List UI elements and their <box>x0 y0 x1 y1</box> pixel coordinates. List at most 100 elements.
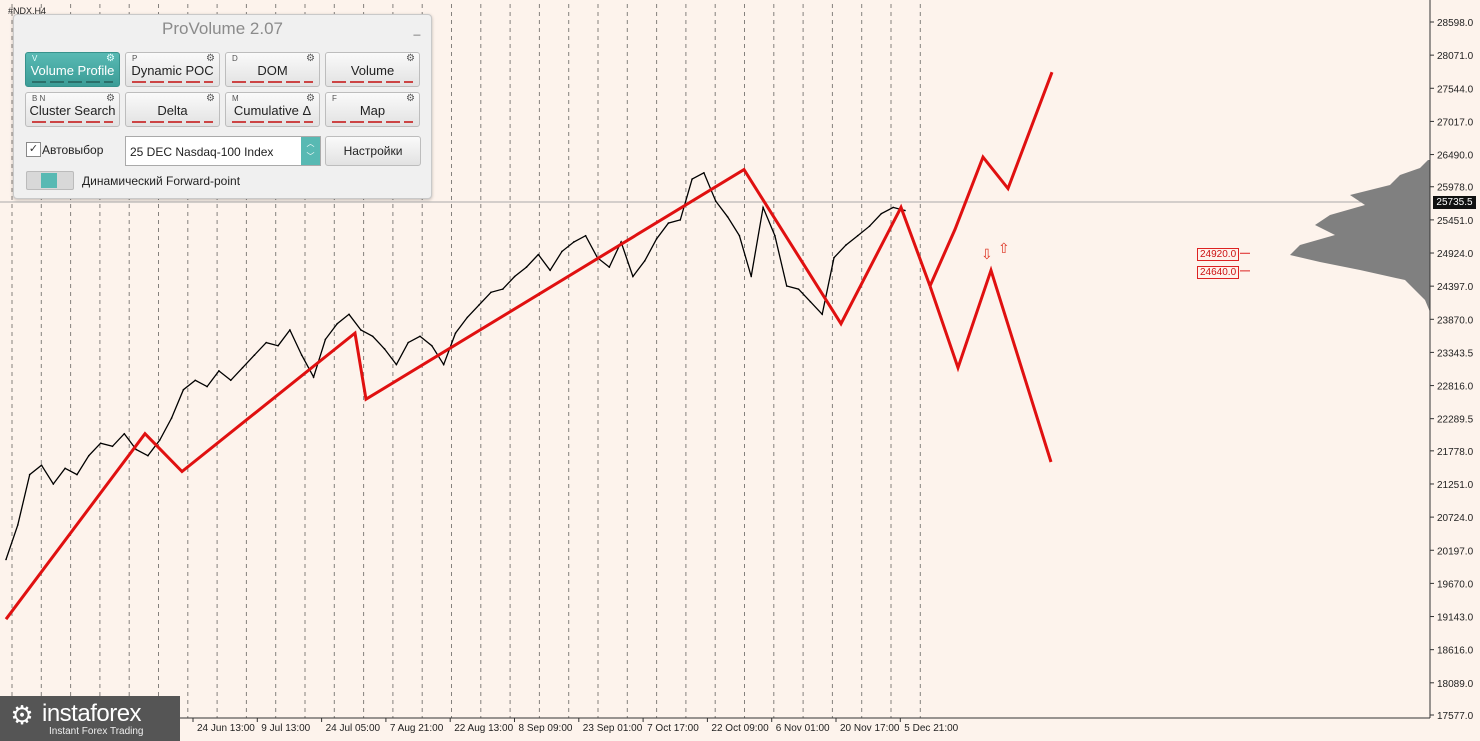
spin-arrows-icon[interactable]: ︿ ﹀ <box>301 137 320 165</box>
price-point <box>158 439 161 441</box>
gear-icon[interactable]: ⚙ <box>106 53 115 64</box>
gear-icon[interactable]: ⚙ <box>406 93 415 104</box>
tool-button-6[interactable]: M ⚙ Cumulative Δ <box>225 92 320 127</box>
gear-icon[interactable]: ⚙ <box>206 53 215 64</box>
price-point <box>52 483 55 485</box>
time-tick-label: 6 Nov 01:00 <box>776 723 830 734</box>
price-point <box>336 322 339 325</box>
price-point <box>88 454 90 457</box>
time-tick-label: 22 Oct 09:00 <box>711 723 769 734</box>
indicator-bar <box>232 121 313 123</box>
price-point <box>431 344 433 347</box>
hotkey-label: V <box>32 54 38 63</box>
price-point <box>762 206 764 209</box>
price-tick-label: 19143.0 <box>1437 613 1474 624</box>
gear-icon[interactable]: ⚙ <box>306 53 315 64</box>
price-point <box>868 225 871 228</box>
price-point <box>797 288 800 290</box>
price-point <box>182 388 185 391</box>
autoselect-checkbox[interactable]: ✓ <box>26 142 41 157</box>
indicator-bar <box>232 81 313 83</box>
price-point <box>442 363 445 366</box>
hotkey-label: B N <box>32 94 46 103</box>
price-point <box>632 275 634 278</box>
price-point <box>525 266 528 268</box>
autoselect-label: Автовыбор <box>42 143 104 157</box>
price-tick-label: 24924.0 <box>1437 249 1474 260</box>
gear-icon[interactable]: ⚙ <box>406 53 415 64</box>
price-point <box>655 238 658 240</box>
price-tick-label: 20724.0 <box>1437 513 1474 524</box>
price-point <box>679 219 682 221</box>
indicator-bar <box>132 121 213 123</box>
price-point <box>513 275 516 278</box>
price-point <box>821 313 823 316</box>
arrow-down-icon: ⇩ <box>981 246 993 262</box>
gear-icon[interactable]: ⚙ <box>206 93 215 104</box>
tool-button-label: Dynamic POC <box>131 63 214 78</box>
tool-button-3[interactable]: ⚙ Volume <box>325 52 420 87</box>
gear-icon[interactable]: ⚙ <box>306 93 315 104</box>
tool-button-label: Volume Profile <box>30 63 115 78</box>
forward-point-toggle[interactable] <box>26 171 74 190</box>
price-tick-label: 22816.0 <box>1437 382 1474 393</box>
tool-button-label: Volume <box>350 63 395 78</box>
price-tick-label: 23870.0 <box>1437 315 1474 326</box>
tool-button-label: Delta <box>157 103 188 118</box>
price-point <box>147 454 149 457</box>
price-point <box>703 171 705 174</box>
price-point <box>383 348 386 350</box>
forward-point-label: Динамический Forward-point <box>82 174 241 188</box>
price-point <box>194 379 197 382</box>
price-point <box>490 291 492 294</box>
tool-button-0[interactable]: V ⚙ Volume Profile <box>25 52 120 87</box>
current-price-badge: 25735.5 <box>1433 196 1476 209</box>
price-point <box>833 256 835 259</box>
price-point <box>324 338 327 341</box>
hotkey-label: P <box>132 54 138 63</box>
gear-icon[interactable]: ⚙ <box>106 93 115 104</box>
tool-button-5[interactable]: ⚙ Delta <box>125 92 220 127</box>
price-tick-label: 26490.0 <box>1437 151 1474 162</box>
price-point <box>265 341 268 344</box>
price-point <box>892 206 894 209</box>
minimize-button[interactable]: _ <box>413 22 421 36</box>
time-tick-label: 8 Sep 09:00 <box>519 723 573 734</box>
price-point <box>454 332 457 334</box>
price-point <box>289 329 291 331</box>
price-point <box>407 341 409 344</box>
price-point <box>371 335 374 338</box>
price-point <box>28 473 31 476</box>
price-point <box>726 216 729 218</box>
price-tick-label: 28071.0 <box>1437 51 1474 62</box>
tool-button-7[interactable]: F ⚙ Map <box>325 92 420 127</box>
tool-button-2[interactable]: D ⚙ DOM <box>225 52 320 87</box>
instrument-select[interactable]: 25 DEC Nasdaq-100 Index ︿ ﹀ <box>125 136 321 166</box>
price-point <box>904 209 906 212</box>
price-tick-label: 19670.0 <box>1437 579 1474 590</box>
price-point <box>667 222 670 224</box>
tool-button-label: Map <box>359 103 386 118</box>
price-point <box>750 275 753 278</box>
price-axis-bg <box>1431 0 1480 741</box>
price-point <box>691 178 693 180</box>
price-point <box>643 260 646 262</box>
price-tick-label: 21778.0 <box>1437 447 1474 458</box>
hotkey-label: M <box>232 94 239 103</box>
price-series-line <box>5 171 906 560</box>
wave-line <box>4 167 932 621</box>
time-tick-label: 24 Jun 13:00 <box>197 723 255 734</box>
price-tick-label: 18089.0 <box>1437 679 1474 690</box>
tool-button-1[interactable]: P ⚙ Dynamic POC <box>125 52 220 87</box>
price-point <box>170 417 173 419</box>
price-point <box>277 344 279 347</box>
price-point <box>360 329 362 331</box>
hotkey-label: D <box>232 54 238 63</box>
volume-profile <box>1290 160 1430 312</box>
tool-button-4[interactable]: B N ⚙ Cluster Search <box>25 92 120 127</box>
price-tick-label: 20197.0 <box>1437 546 1474 557</box>
arrow-up-icon: ⇧ <box>998 240 1010 256</box>
settings-button[interactable]: Настройки <box>325 136 421 166</box>
